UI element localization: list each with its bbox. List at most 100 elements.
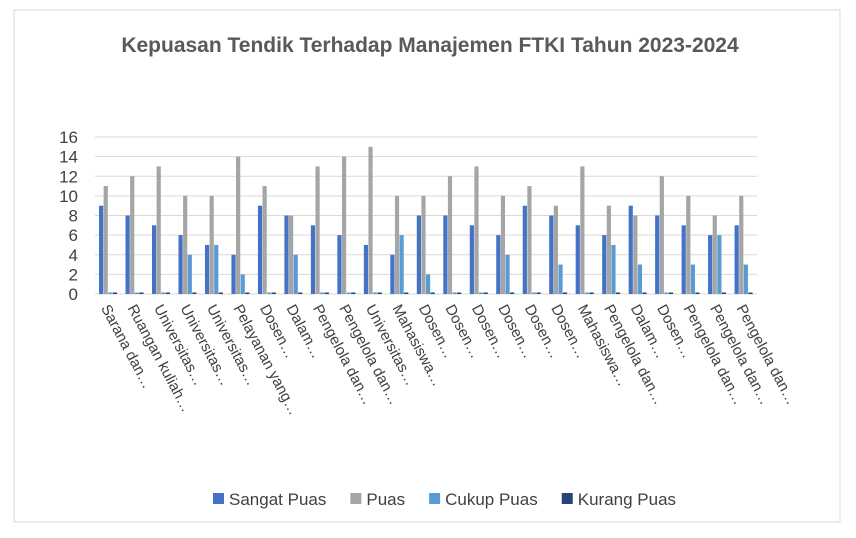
legend-swatch bbox=[350, 493, 362, 504]
bar bbox=[457, 292, 462, 294]
bar bbox=[103, 186, 108, 294]
y-tick-label: 16 bbox=[59, 128, 78, 147]
bar bbox=[483, 292, 488, 294]
bar bbox=[447, 176, 453, 294]
bar bbox=[416, 215, 421, 294]
bar bbox=[690, 264, 695, 294]
bar bbox=[421, 195, 426, 294]
bar bbox=[324, 292, 329, 294]
bar bbox=[134, 292, 139, 294]
bar bbox=[589, 292, 594, 294]
bar bbox=[496, 235, 501, 294]
bar bbox=[426, 274, 431, 294]
bar bbox=[558, 264, 563, 294]
bar bbox=[553, 205, 558, 294]
bar bbox=[642, 292, 647, 294]
bar bbox=[510, 292, 515, 294]
bar bbox=[267, 292, 272, 294]
y-tick-label: 6 bbox=[69, 226, 78, 245]
bar bbox=[346, 292, 351, 294]
bar bbox=[204, 244, 210, 294]
bar bbox=[443, 215, 448, 294]
bar bbox=[505, 254, 510, 294]
y-tick-label: 14 bbox=[59, 148, 78, 167]
bar bbox=[289, 215, 294, 294]
legend-swatch bbox=[213, 493, 224, 504]
bar bbox=[293, 254, 298, 294]
bar bbox=[183, 195, 188, 294]
bar bbox=[717, 235, 722, 294]
bar bbox=[668, 292, 674, 294]
y-tick-label: 8 bbox=[69, 207, 78, 226]
bar bbox=[474, 166, 479, 294]
bar bbox=[659, 176, 664, 294]
bar bbox=[214, 244, 219, 294]
y-tick-label: 4 bbox=[69, 246, 78, 265]
bar bbox=[315, 166, 320, 294]
bar bbox=[394, 195, 400, 294]
bar bbox=[156, 166, 161, 294]
chart-border bbox=[13, 9, 841, 523]
bar bbox=[161, 292, 166, 294]
bar bbox=[708, 235, 713, 294]
bar bbox=[681, 225, 686, 294]
bar bbox=[633, 215, 638, 294]
bar bbox=[637, 264, 643, 294]
bar bbox=[320, 292, 325, 294]
bar bbox=[284, 215, 289, 294]
bar bbox=[743, 264, 748, 294]
chart-title: Kepuasan Tendik Terhadap Manajemen FTKI … bbox=[121, 34, 739, 57]
bar bbox=[236, 156, 241, 294]
bar bbox=[575, 225, 580, 294]
bar bbox=[430, 292, 435, 294]
bar bbox=[748, 292, 753, 294]
bar bbox=[606, 205, 611, 294]
bar bbox=[602, 235, 607, 294]
bar bbox=[99, 205, 104, 294]
bar bbox=[209, 195, 214, 294]
bar bbox=[245, 292, 250, 294]
bar bbox=[655, 215, 660, 294]
bar bbox=[664, 292, 669, 294]
bar bbox=[351, 292, 356, 294]
bar bbox=[363, 244, 369, 294]
legend-swatch bbox=[429, 493, 441, 504]
bar bbox=[611, 244, 616, 294]
bar bbox=[522, 205, 527, 294]
bar bbox=[615, 292, 621, 294]
bar bbox=[500, 195, 506, 294]
bar bbox=[527, 186, 532, 294]
bar bbox=[536, 292, 541, 294]
bar bbox=[368, 146, 373, 294]
bar bbox=[165, 292, 170, 294]
bar bbox=[580, 166, 585, 294]
bar bbox=[628, 205, 633, 294]
bar bbox=[298, 292, 303, 294]
bar bbox=[549, 215, 554, 294]
y-tick-label: 0 bbox=[69, 285, 78, 304]
bar bbox=[739, 195, 744, 294]
y-tick-label: 12 bbox=[59, 167, 78, 186]
legend-label: Kurang Puas bbox=[578, 490, 676, 509]
bar bbox=[469, 225, 474, 294]
legend-label: Cukup Puas bbox=[445, 490, 538, 509]
bar bbox=[231, 254, 236, 294]
bar bbox=[531, 292, 537, 294]
y-tick-label: 10 bbox=[59, 187, 78, 206]
bar bbox=[712, 215, 717, 294]
bar bbox=[187, 254, 192, 294]
y-tick-label: 2 bbox=[69, 265, 78, 284]
bar bbox=[152, 225, 157, 294]
legend-swatch bbox=[561, 493, 573, 504]
bar bbox=[178, 235, 183, 294]
bar bbox=[337, 235, 342, 294]
bar bbox=[139, 292, 144, 294]
bar bbox=[341, 156, 347, 294]
legend-label: Sangat Puas bbox=[229, 490, 326, 509]
bar bbox=[377, 292, 382, 294]
bar bbox=[108, 292, 113, 294]
bar bbox=[721, 292, 727, 294]
bar bbox=[390, 254, 395, 294]
